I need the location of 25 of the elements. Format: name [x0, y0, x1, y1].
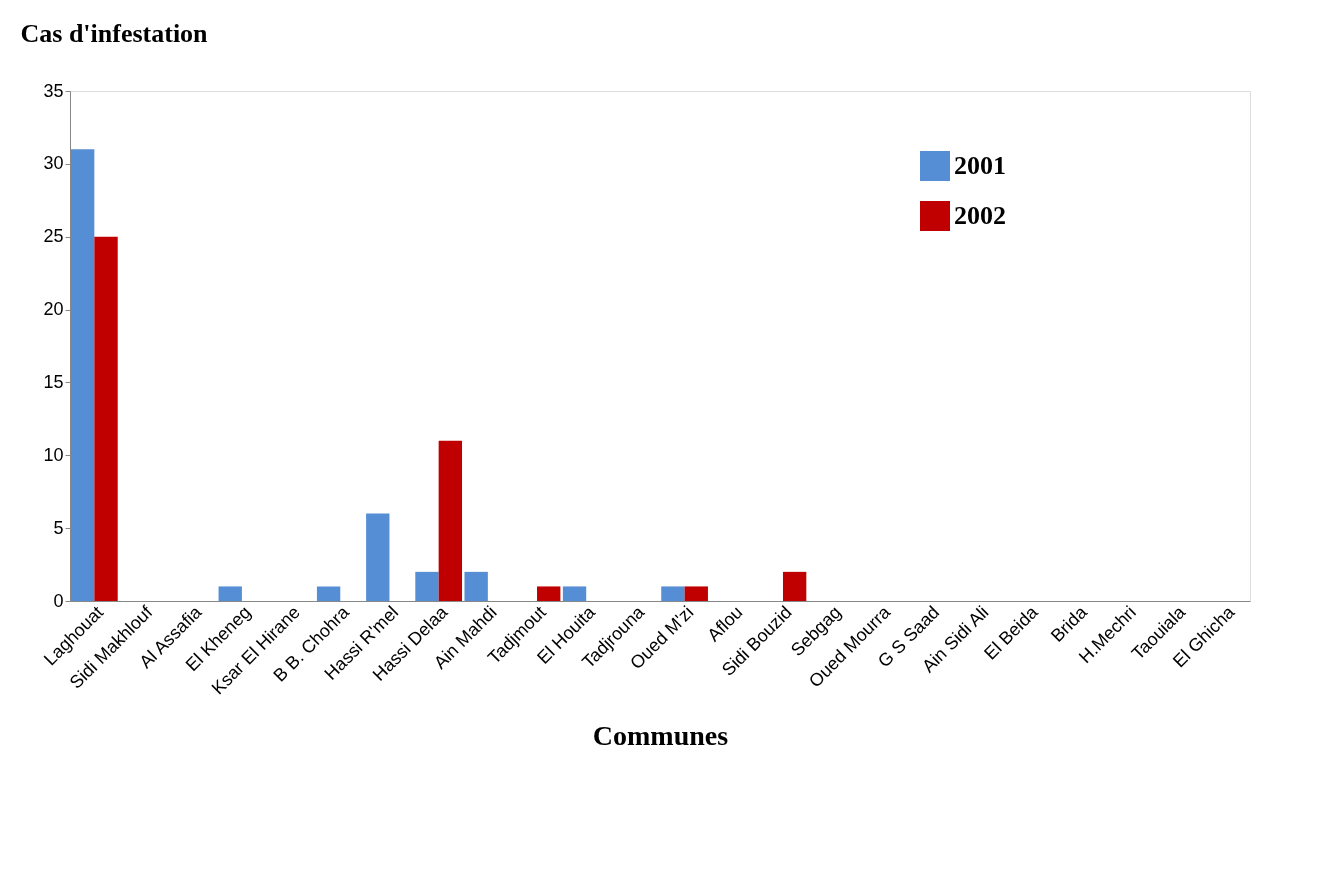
y-tick-label: 15	[43, 371, 64, 392]
y-axis-title: Cas d'infestation	[20, 18, 209, 48]
legend-label: 2002	[954, 201, 1006, 230]
bar	[537, 586, 561, 601]
bar	[316, 586, 341, 601]
y-tick-label: 20	[43, 299, 64, 320]
bar	[218, 586, 242, 601]
y-tick-label: 5	[53, 517, 64, 538]
bar	[94, 236, 118, 601]
bar	[782, 571, 807, 601]
y-tick-label: 0	[53, 590, 64, 611]
bar	[562, 586, 587, 601]
bar	[464, 571, 488, 601]
y-tick-label: 35	[43, 80, 64, 101]
y-tick-label: 25	[43, 226, 64, 247]
bar	[438, 440, 463, 601]
bar	[684, 586, 708, 601]
bar	[366, 513, 390, 601]
bar	[415, 571, 439, 601]
bar	[661, 586, 685, 601]
legend-label: 2001	[954, 151, 1006, 180]
x-axis-title: Communes	[592, 720, 729, 752]
y-tick-label: 30	[43, 153, 64, 174]
bar	[70, 149, 95, 601]
y-tick-label: 10	[43, 444, 64, 465]
